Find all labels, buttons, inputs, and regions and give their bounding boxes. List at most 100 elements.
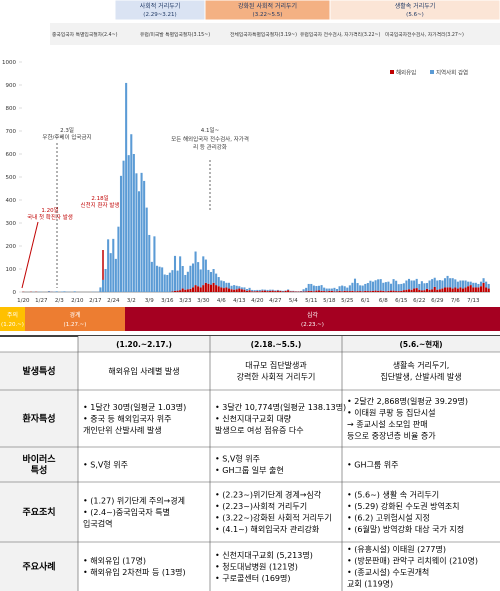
bar <box>166 274 169 292</box>
bar <box>418 289 421 292</box>
bar <box>114 258 117 292</box>
bar <box>389 290 393 292</box>
bar <box>176 270 179 291</box>
column-header: (2.18.~5.5.) <box>251 340 302 349</box>
bar <box>348 291 351 292</box>
bar <box>284 290 287 292</box>
phase-period: (5.6~) <box>406 12 424 18</box>
y-tick-label: 700 <box>6 129 17 135</box>
bar <box>454 279 457 288</box>
bar <box>317 290 321 292</box>
bar <box>145 207 148 292</box>
bar <box>464 280 467 288</box>
bar <box>330 290 333 292</box>
cell-text: • (4.1~) 해외입국자 관리강화 <box>215 524 320 534</box>
y-tick-label: 1000 <box>2 60 16 66</box>
x-tick-label: 1/20 <box>17 298 30 304</box>
bar <box>233 285 236 290</box>
bar <box>420 281 423 291</box>
x-tick-label: 6/8 <box>379 298 388 304</box>
bar <box>197 286 200 292</box>
bar <box>104 269 107 292</box>
annotation-arrow <box>21 221 39 289</box>
bar <box>325 288 328 292</box>
annotation-date: 1.20일 <box>41 206 58 214</box>
bar <box>464 287 467 292</box>
bar <box>184 289 187 292</box>
column-header: (5.6.~현재) <box>399 339 442 349</box>
bar <box>456 288 459 292</box>
bar <box>364 283 367 291</box>
x-tick-label: 3/2 <box>127 298 136 304</box>
x-tick-label: 2/3 <box>55 298 64 304</box>
bar <box>459 280 462 288</box>
bar <box>477 283 480 288</box>
bar <box>179 290 182 292</box>
bar <box>325 291 328 292</box>
cell-text: • 해외유입 2차전파 등 (13명) <box>83 567 186 577</box>
bar <box>63 291 66 292</box>
bar <box>359 291 362 292</box>
bar <box>438 289 441 292</box>
bar <box>472 282 475 288</box>
bar <box>310 290 313 292</box>
bar <box>112 238 115 292</box>
bar <box>446 287 449 292</box>
bar <box>451 278 454 289</box>
bar <box>235 285 238 290</box>
bar <box>119 175 123 292</box>
bar <box>353 291 357 292</box>
bar <box>122 160 125 292</box>
bar <box>227 288 231 292</box>
bar <box>281 290 285 292</box>
bar <box>204 259 207 283</box>
bar <box>197 262 200 287</box>
bar <box>153 236 156 292</box>
alert-label: 심각 <box>307 311 319 319</box>
bar <box>274 290 277 292</box>
x-tick-label: 2/24 <box>107 298 120 304</box>
bar <box>276 290 279 292</box>
bar <box>377 290 380 292</box>
bar <box>199 287 202 292</box>
bar <box>469 281 472 286</box>
bar <box>209 271 213 285</box>
alert-period: (2.23.~) <box>301 322 324 328</box>
bar <box>467 286 470 292</box>
bar <box>220 287 223 292</box>
bar <box>461 280 465 289</box>
bar <box>245 289 249 291</box>
bar <box>248 290 251 292</box>
x-tick-label: 1/27 <box>35 298 48 304</box>
bar <box>215 285 218 292</box>
x-tick-label: 2/10 <box>71 298 84 304</box>
bar <box>449 278 452 288</box>
bar <box>374 280 377 291</box>
measure-label: 전체입국자특별입국절차(3.19~) <box>230 31 297 38</box>
bar <box>487 283 490 289</box>
bar <box>207 269 210 284</box>
annotation-box: 모든 해외입국자 전수검사, 자가격리 등 관리강화 <box>171 137 249 151</box>
bar <box>225 282 228 288</box>
bar <box>333 287 336 292</box>
header-cell <box>78 336 210 352</box>
cell-text: • (종교시설) 수도권개척 <box>347 567 429 577</box>
bar <box>482 278 485 283</box>
bar <box>230 285 233 290</box>
bar <box>389 283 393 291</box>
bar <box>222 281 225 289</box>
bar <box>155 265 159 292</box>
annotation-text: 모든 해외입국자 전수검사, 자가격리 등 관리강화 <box>171 137 249 151</box>
bar <box>420 290 423 292</box>
label-cell <box>0 447 78 482</box>
bar <box>361 291 364 292</box>
cell-text: • (6월말) 방역강화 대상 국가 지정 <box>347 524 464 534</box>
measure-label: 중국입국자 특별입국절차(2.4~) <box>52 31 118 38</box>
bar <box>397 291 400 292</box>
bar <box>189 288 192 292</box>
bar <box>371 290 375 292</box>
bar <box>181 266 184 289</box>
label-cell <box>0 542 78 591</box>
